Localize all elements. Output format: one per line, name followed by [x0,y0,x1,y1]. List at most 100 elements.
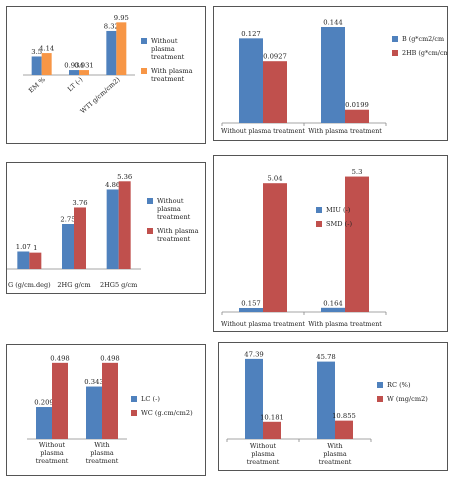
chart-2: 0.127 0.0927 Without plasma treatment 0.144… [221,19,447,136]
data-label: 47.39 [244,350,263,358]
category-label: With [327,442,342,450]
chart-3: 1.07 1 G (g/cm.deg) 2.75 3.76 2HG g/cm 4.865.3… [7,173,199,289]
chart-panel-3: 1.07 1 G (g/cm.deg) 2.75 3.76 2HG g/cm 4.86 5.3… [6,162,206,294]
data-label: 0.343 [84,378,103,386]
data-label: 4.86 [105,181,120,189]
legend-swatch [131,410,137,416]
chart-5: 0.2090.498Withoutplasmatreatment0.3430.4… [27,354,193,465]
data-label: 5.3 [352,168,363,176]
legend-label: SMD (-) [326,220,352,228]
category-label: 2HG5 g/cm [100,281,137,289]
data-label: 1.07 [16,243,31,251]
legend-swatch [131,396,137,402]
data-label: 5.36 [117,173,132,181]
data-label: 0.0927 [263,53,287,61]
legend-label: MIU (-) [326,206,351,214]
data-label: 2.75 [60,216,75,224]
category-label: plasma [90,449,114,457]
category-label: LT (-) [66,75,85,93]
chart-panel-4: 0.157 5.04 Without plasma treatment 0.164 5.… [213,155,448,332]
legend-swatch [377,396,383,402]
data-label: 0.498 [50,354,69,362]
legend-swatch [141,68,147,74]
bar [321,307,345,312]
category-label: With plasma treatment [308,128,382,135]
bar [36,407,52,439]
data-label: 0.934 [64,62,83,70]
bar [335,420,353,439]
bar [52,362,68,439]
category-label: plasma [40,449,64,457]
legend-swatch [392,50,398,56]
bar [62,224,74,269]
data-label: 4.14 [39,45,54,53]
data-label: 0.164 [323,299,342,307]
category-label: Without plasma treatment [221,321,305,328]
legend-swatch [377,382,383,388]
category-label: plasma [251,450,275,458]
bar [245,358,263,439]
category-label: EM % [27,76,47,95]
legend-label: plasma [157,205,181,213]
data-label: 5.04 [267,175,282,183]
bar [263,421,281,439]
category-label: WTI g/cm/cm2) [79,75,122,115]
bar [41,53,52,75]
category-label: treatment [86,457,119,465]
category-label: treatment [319,458,352,466]
category-label: 2HG g/cm [57,281,90,289]
data-label: 3.5 [31,48,42,56]
bar [17,251,30,269]
data-label: 45.78 [316,353,335,361]
legend-label: With plasma [151,67,193,75]
legend-label: WC (g.cm/cm2) [141,409,193,417]
bar [263,183,287,312]
chart-panel-6: 47.39 10.181 Without plasma treatment 45.78 10… [218,342,448,471]
legend-label: Without [151,37,178,45]
legend-swatch [392,36,398,42]
data-label: 1 [33,244,37,252]
data-label: 0.931 [74,62,93,70]
category-label: plasma [323,450,347,458]
legend-label: treatment [157,213,191,221]
legend-label: B (g*cm2/cm [402,35,444,43]
category-label: G (g/cm.deg) [8,281,51,289]
bar [118,181,131,269]
chart-4: 0.157 5.04 Without plasma treatment 0.164 5.… [221,168,387,328]
legend-label: RC (%) [387,381,411,389]
bar [106,189,119,269]
data-label: 8.32 [104,22,119,30]
legend-label: LC (-) [141,395,160,403]
bar [79,70,89,75]
data-label: 0.209 [34,399,53,407]
chart-panel-5: 0.209 0.498 Without plasma treatment 0.343 0.4… [6,344,206,476]
bar [345,109,369,123]
legend-swatch [316,221,322,227]
bar [106,30,117,75]
bar [321,27,345,123]
legend-swatch [141,38,147,44]
bar [116,22,127,75]
bar [263,61,287,123]
bar [239,307,263,312]
category-label: treatment [247,458,280,466]
bar [86,386,102,439]
chart-6: 47.3910.181Withoutplasmatreatment45.7810… [226,350,428,466]
legend-swatch [147,228,153,234]
data-label: 10.855 [332,412,356,420]
data-label: 10.181 [260,413,284,421]
legend-label: With plasma [157,227,199,235]
category-label: Without [250,442,277,450]
data-label: 0.0199 [345,101,369,109]
data-label: 0.127 [241,30,260,38]
bar [69,70,79,75]
legend-label: treatment [157,235,191,243]
chart-panel-2: 0.127 0.0927 Without plasma treatment 0.144… [213,6,448,141]
data-label: 0.144 [323,19,342,27]
legend-label: treatment [151,75,185,83]
category-label: With plasma treatment [308,321,382,328]
bar [29,252,42,269]
legend-label: plasma [151,45,175,53]
category-label: Without plasma treatment [221,128,305,135]
